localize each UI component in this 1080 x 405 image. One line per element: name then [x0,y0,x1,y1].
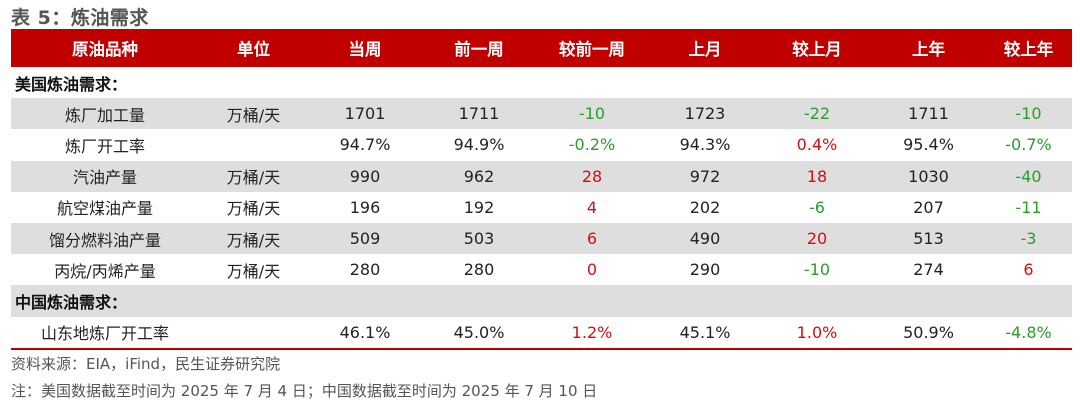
cell-chg-m: 20 [806,229,828,249]
header-cell: 当周 [348,40,382,59]
cell-unit: 万桶/天 [226,199,281,219]
cell-chg-w: -10 [578,104,606,124]
cell-year: 1030 [908,166,949,186]
cell-name: 航空煤油产量 [56,199,153,219]
header-cell: 单位 [237,40,270,59]
cell-month: 94.3% [679,135,731,155]
cell-name: 汽油产量 [72,168,137,188]
cell-name: 山东地炼厂开工率 [40,324,169,344]
cell-chg-y: 6 [1023,260,1034,280]
section-label: 美国炼油需求： [15,74,128,94]
cell-name: 馏分燃料油产量 [48,230,161,250]
cell-unit: 万桶/天 [226,105,281,125]
cell-unit: 万桶/天 [226,230,281,250]
header-cell: 上年 [912,40,945,59]
cell-month: 1723 [684,104,726,124]
cell-chg-w: 4 [586,197,598,217]
table-header-row: 原油品种 单位 当周 前一周 较前一周 上月 较上月 上年 较上年 [11,29,1072,67]
cell-cur: 509 [349,229,381,249]
cell-cur: 280 [349,260,381,280]
cell-chg-m: 1.0% [796,322,838,342]
cell-chg-w: 28 [581,166,603,186]
cell-chg-y: -11 [1015,197,1042,217]
cell-chg-m: -6 [809,197,825,217]
cell-unit: 万桶/天 [226,168,281,188]
table-row: 山东地炼厂开工率 46.1% 45.0% 1.2% 45.1% 1.0% 50.9% -4.8… [11,317,1072,348]
header-cell: 较上月 [792,40,842,59]
cell-prev: 962 [463,166,495,186]
cell-month: 45.1% [679,322,731,342]
date-note: 注：美国数据截至时间为 2025 年 7 月 4 日；中国数据截至时间为 202… [11,382,598,400]
table-row: 丙烷/丙烯产量 万桶/天 280 280 0 290 -10 274 6 [11,254,1072,285]
table-row: 航空煤油产量 万桶/天 196 192 4 202 -6 207 -11 [11,192,1072,223]
header-cell: 前一周 [454,40,504,59]
cell-prev: 94.9% [453,135,505,155]
cell-chg-y: -3 [1020,229,1037,249]
header-cell: 上月 [688,40,722,59]
cell-year: 207 [913,197,944,217]
cell-unit: 万桶/天 [226,261,281,281]
cell-prev: 192 [463,197,495,217]
cell-chg-m: 0.4% [796,135,838,155]
header-cell: 较前一周 [559,40,625,59]
section-label: 中国炼油需求： [11,285,1072,317]
cell-chg-y: -0.7% [1005,135,1052,155]
table-title: 表 5：炼油需求 [11,7,149,29]
cell-chg-y: -4.8% [1005,322,1052,342]
source-note: 资料来源：EIA，iFind，民生证券研究院 [11,355,281,373]
cell-prev: 1711 [458,104,500,124]
cell-month: 490 [689,229,721,249]
cell-name: 炼厂开工率 [64,136,145,156]
cell-cur: 196 [349,197,381,217]
cell-chg-y: -10 [1015,104,1042,124]
cell-cur: 1701 [344,104,386,124]
cell-chg-m: -10 [803,260,831,280]
cell-year: 50.9% [903,322,954,342]
cell-month: 290 [689,260,721,280]
cell-prev: 280 [463,260,495,280]
table-notes: 资料来源：EIA，iFind，民生证券研究院 注：美国数据截至时间为 2025 … [11,351,597,405]
cell-year: 95.4% [903,135,954,155]
cell-chg-m: 18 [806,166,828,186]
cell-month: 202 [689,197,721,217]
header-cell: 较上年 [1003,40,1054,59]
cell-chg-w: 0 [586,260,598,280]
header-cell: 原油品种 [72,40,138,59]
cell-cur: 46.1% [339,322,391,342]
cell-month: 972 [689,166,721,186]
cell-cur: 94.7% [339,135,391,155]
cell-prev: 45.0% [453,322,505,342]
table-row: 炼厂开工率 94.7% 94.9% -0.2% 94.3% 0.4% 95.4% -0.7% [11,129,1072,160]
cell-cur: 990 [349,166,381,186]
cell-chg-m: -22 [803,104,831,124]
cell-prev: 503 [463,229,495,249]
table-row: 馏分燃料油产量 万桶/天 509 503 6 490 20 513 -3 [11,222,1072,255]
cell-year: 274 [913,260,944,280]
table-row: 汽油产量 万桶/天 990 962 28 972 18 1030 -40 [11,160,1072,192]
table-row: 炼厂加工量 万桶/天 1701 1711 -10 1723 -22 1711 -10 [11,98,1072,130]
cell-name: 炼厂加工量 [64,105,145,125]
cell-chg-y: -40 [1015,166,1042,186]
cell-chg-w: 6 [586,229,598,249]
refinery-demand-table: 原油品种 单位 当周 前一周 较前一周 上月 较上月 上年 较上年 美国炼油需求： 炼厂加工量 万桶… [11,29,1072,350]
cell-chg-w: -0.2% [568,135,616,155]
cell-chg-w: 1.2% [571,322,613,342]
cell-year: 513 [913,229,944,249]
cell-name: 丙烷/丙烯产量 [54,261,156,281]
cell-year: 1711 [908,104,949,124]
